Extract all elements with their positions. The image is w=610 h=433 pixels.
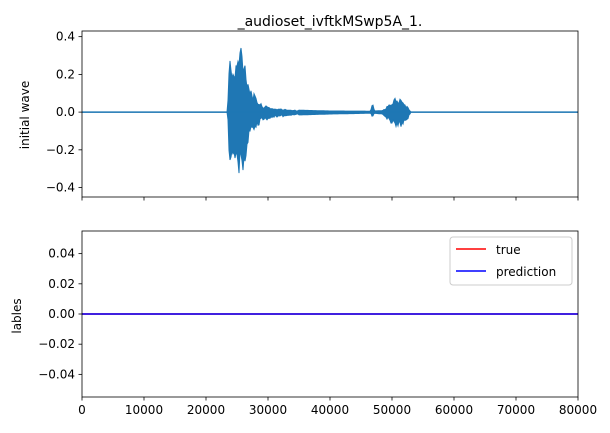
y-tick-label: 0.4 — [56, 30, 75, 44]
bottom-plot-area: −0.04 −0.02 0.00 0.02 0.04 0 10000 20000 30000 40… — [38, 230, 597, 417]
y-tick-label: 0.2 — [56, 67, 75, 81]
y-tick-label: −0.4 — [46, 181, 75, 195]
y-tick-label: 0.00 — [48, 307, 75, 321]
y-tick-label: 0.0 — [56, 105, 75, 119]
legend-true-label: true — [496, 243, 521, 257]
legend: true prediction — [449, 236, 573, 286]
x-tick-label: 20000 — [187, 403, 225, 417]
x-tick-label: 80000 — [559, 403, 597, 417]
x-tick-label: 50000 — [373, 403, 411, 417]
waveform-series — [82, 47, 578, 174]
top-plot-area: −0.4 −0.2 0.0 0.2 0.4 — [46, 30, 579, 201]
y-tick-label: −0.04 — [38, 367, 75, 381]
x-tick-label: 70000 — [497, 403, 535, 417]
y-tick-label: 0.04 — [48, 247, 75, 261]
x-tick-label: 60000 — [435, 403, 473, 417]
y-tick-label: −0.02 — [38, 337, 75, 351]
top-y-axis-label: initial wave — [18, 81, 32, 149]
y-tick-label: −0.2 — [46, 143, 75, 157]
y-tick-label: 0.02 — [48, 277, 75, 291]
top-chart-title: _audioset_ivftkMSwp5A_1. — [237, 14, 423, 30]
x-tick-label: 10000 — [125, 403, 163, 417]
x-tick-label: 30000 — [249, 403, 287, 417]
bottom-y-axis-label: lables — [10, 298, 24, 333]
x-tick-label: 0 — [78, 403, 86, 417]
x-tick-label: 40000 — [311, 403, 349, 417]
legend-prediction-label: prediction — [496, 265, 556, 279]
